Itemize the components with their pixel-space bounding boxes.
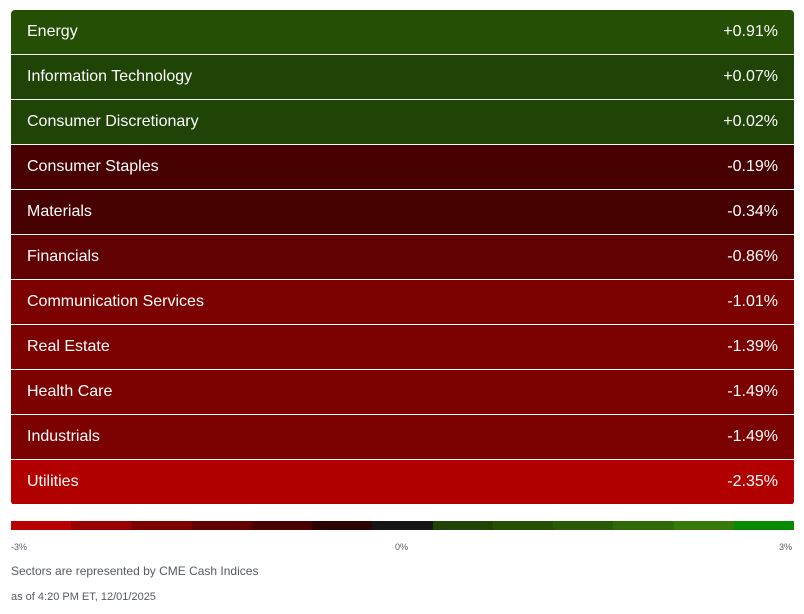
- sector-row[interactable]: Consumer Discretionary +0.02%: [11, 100, 794, 144]
- sector-name: Information Technology: [27, 68, 193, 85]
- source-note: Sectors are represented by CME Cash Indi…: [11, 564, 259, 578]
- scale-max-label: 3%: [779, 542, 793, 552]
- sector-change-value: -2.35%: [727, 473, 778, 490]
- color-scale-segment: [553, 521, 614, 530]
- color-scale-segment: [131, 521, 192, 530]
- timestamp-note: as of 4:20 PM ET, 12/01/2025: [11, 591, 156, 603]
- sector-row[interactable]: Energy +0.91%: [11, 10, 794, 54]
- sector-change-value: -1.39%: [727, 338, 778, 355]
- sector-name: Utilities: [27, 473, 79, 490]
- color-scale-segment: [733, 521, 795, 530]
- sector-row[interactable]: Financials -0.86%: [11, 235, 794, 279]
- sector-change-value: -0.34%: [727, 203, 778, 220]
- sector-change-value: -1.49%: [727, 428, 778, 445]
- sector-change-value: -0.86%: [727, 248, 778, 265]
- sector-row[interactable]: Utilities -2.35%: [11, 460, 794, 504]
- sector-name: Energy: [27, 23, 78, 40]
- sector-row[interactable]: Materials -0.34%: [11, 190, 794, 234]
- sector-change-value: +0.07%: [723, 68, 778, 85]
- sector-name: Health Care: [27, 383, 113, 400]
- sector-row[interactable]: Consumer Staples -0.19%: [11, 145, 794, 189]
- color-scale-bar: [11, 521, 795, 530]
- sector-change-value: +0.91%: [723, 23, 778, 40]
- sector-name: Consumer Staples: [27, 158, 159, 175]
- sector-name: Consumer Discretionary: [27, 113, 199, 130]
- color-scale-segment: [673, 521, 734, 530]
- scale-mid-label: 0%: [395, 542, 409, 552]
- sector-name: Industrials: [27, 428, 100, 445]
- sector-row[interactable]: Information Technology +0.07%: [11, 55, 794, 99]
- sector-change-value: -1.01%: [727, 293, 778, 310]
- color-scale-segment: [613, 521, 674, 530]
- sector-row[interactable]: Health Care -1.49%: [11, 370, 794, 414]
- sector-change-value: -0.19%: [727, 158, 778, 175]
- color-scale-segment: [251, 521, 313, 530]
- sector-name: Financials: [27, 248, 100, 265]
- sector-change-value: +0.02%: [723, 113, 778, 130]
- color-scale-segment: [432, 521, 493, 530]
- sector-row[interactable]: Communication Services -1.01%: [11, 280, 794, 324]
- sector-name: Materials: [27, 203, 92, 220]
- scale-min-label: -3%: [11, 542, 28, 552]
- sector-heatmap: Energy +0.91% Information Technology +0.07%…: [11, 10, 794, 505]
- sector-row[interactable]: Industrials -1.49%: [11, 415, 794, 459]
- sector-row[interactable]: Real Estate -1.39%: [11, 325, 794, 369]
- color-scale-segment: [492, 521, 554, 530]
- color-scale-segment: [191, 521, 252, 530]
- color-scale-segment: [71, 521, 132, 530]
- sector-name: Real Estate: [27, 338, 110, 355]
- color-scale-segment: [11, 521, 72, 530]
- color-scale-segment: [372, 521, 433, 530]
- sector-name: Communication Services: [27, 293, 204, 310]
- color-scale-segment: [312, 521, 373, 530]
- sector-change-value: -1.49%: [727, 383, 778, 400]
